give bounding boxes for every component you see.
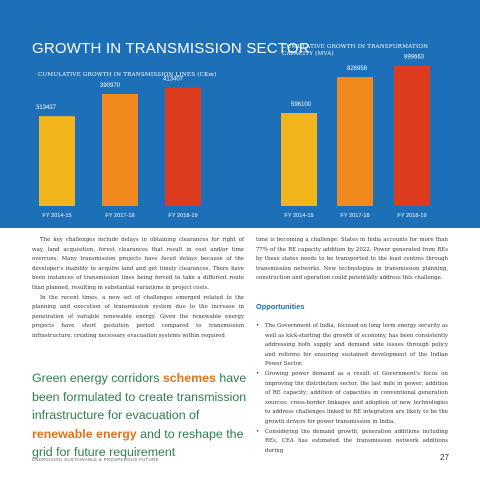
value-label: 313437	[36, 105, 57, 111]
left-column: The key challenges include delays in obt…	[32, 236, 244, 342]
category-label: FY 2018-19	[168, 213, 197, 219]
chart-title-transformation-capacity: CUMULATIVE GROWTH IN TRANSFORMATION CAPA…	[282, 44, 429, 57]
list-item: Growing power demand as a result of Gove…	[256, 370, 448, 428]
opportunities-heading: Opportunities	[256, 302, 305, 311]
opportunities-list: The Government of India, focused on long…	[256, 322, 448, 456]
bar-fy-2018-19	[165, 87, 201, 206]
value-label: 596100	[291, 102, 312, 108]
category-label: FY 2014-15	[42, 213, 71, 219]
bar-fy-2017-18	[102, 93, 138, 206]
footer-text: ENERGISING SUSTAINABLE & PROSPEROUS FUTU…	[32, 457, 159, 462]
bar-fy-2017-18	[337, 76, 373, 206]
bar-fy-2014-15	[281, 113, 317, 206]
page-number: 27	[440, 453, 449, 462]
pull-quote: Green energy corridors schemes have been…	[32, 371, 247, 459]
value-label: 826958	[347, 66, 368, 72]
pull-quote-highlight-renewable-energy: renewable energy	[32, 426, 137, 441]
chart-transformation-capacity: 596100 FY 2014-15 826958 FY 2017-18 899663 FY…	[281, 55, 430, 219]
right-column-intro: time is becoming a challenge. States in …	[256, 237, 448, 282]
chart-transmission-lines: 313437 FY 2014-15 390970 FY 2017-18 413407 FY…	[36, 77, 201, 219]
chart-title-transmission-lines: CUMULATIVE GROWTH IN TRANSMISSION LINES …	[38, 72, 217, 78]
bar-fy-2018-19	[394, 65, 430, 206]
charts-svg: 313437 FY 2014-15 390970 FY 2017-18 413407 FY…	[36, 55, 430, 219]
value-label: 413407	[163, 77, 184, 83]
paragraph-1: The key challenges include delays in obt…	[32, 237, 244, 291]
category-label: FY 2018-19	[397, 213, 426, 219]
pull-quote-highlight-schemes: schemes	[162, 371, 216, 385]
list-item: The Government of India, focused on long…	[256, 322, 448, 370]
category-label: FY 2014-15	[284, 213, 313, 219]
category-label: FY 2017-18	[105, 213, 134, 219]
paragraph-2: In the recent times, a new set of challe…	[32, 294, 244, 339]
list-item: Considering the demand growth, generatio…	[256, 428, 448, 457]
value-label: 899663	[404, 55, 425, 61]
value-label: 390970	[100, 83, 121, 89]
category-label: FY 2017-18	[340, 213, 369, 219]
bar-fy-2014-15	[39, 116, 75, 206]
section-title: GROWTH IN TRANSMISSION SECTOR	[32, 40, 310, 57]
